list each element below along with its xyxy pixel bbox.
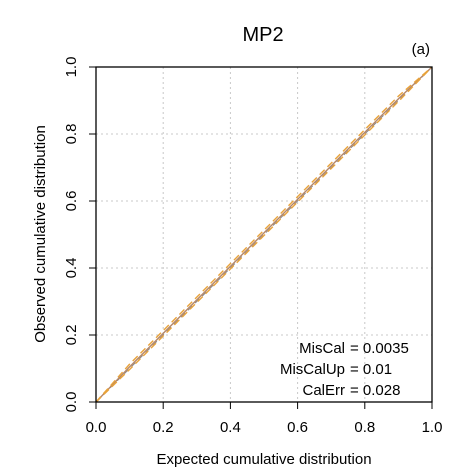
reference-line bbox=[95, 66, 433, 403]
series-lines bbox=[95, 66, 433, 403]
x-tick-label-2: 0.4 bbox=[220, 419, 241, 436]
panel-label: (a) bbox=[412, 41, 430, 58]
metric-label-2: CalErr bbox=[302, 382, 345, 399]
metric-label-1: MisCalUp bbox=[280, 361, 345, 378]
metric-label-0: MisCal bbox=[299, 340, 345, 357]
y-tick-label-0: 0.0 bbox=[63, 392, 80, 413]
y-tick-label-4: 0.8 bbox=[63, 124, 80, 145]
x-tick-label-3: 0.6 bbox=[287, 419, 308, 436]
y-tick-label-5: 1.0 bbox=[63, 57, 80, 78]
metrics-annotation: MisCal = 0.0035 MisCalUp = 0.01 CalErr = 0.02… bbox=[280, 340, 409, 399]
x-tick-label-0: 0.0 bbox=[86, 419, 107, 436]
y-axis-ticks: 0.0 0.2 0.4 0.6 0.8 1.0 bbox=[63, 57, 96, 413]
x-tick-label-1: 0.2 bbox=[153, 419, 174, 436]
metric-value-0: = 0.0035 bbox=[350, 340, 409, 357]
x-axis-ticks: 0.0 0.2 0.4 0.6 0.8 1.0 bbox=[86, 402, 443, 436]
series-line-0 bbox=[95, 66, 433, 403]
y-tick-label-3: 0.6 bbox=[63, 191, 80, 212]
metric-value-1: = 0.01 bbox=[350, 361, 392, 378]
y-axis-label: Observed cumulative distribution bbox=[32, 125, 49, 343]
diagonal-reference bbox=[95, 66, 433, 403]
plot-frame bbox=[95, 66, 433, 403]
metric-value-2: = 0.028 bbox=[350, 382, 400, 399]
series-line-1 bbox=[95, 66, 433, 403]
y-tick-label-1: 0.2 bbox=[63, 325, 80, 346]
x-axis-label: Expected cumulative distribution bbox=[156, 451, 371, 468]
x-tick-label-5: 1.0 bbox=[422, 419, 443, 436]
series-line-2 bbox=[95, 66, 433, 403]
x-tick-label-4: 0.8 bbox=[354, 419, 375, 436]
chart-title: MP2 bbox=[242, 24, 283, 46]
y-tick-label-2: 0.4 bbox=[63, 258, 80, 279]
